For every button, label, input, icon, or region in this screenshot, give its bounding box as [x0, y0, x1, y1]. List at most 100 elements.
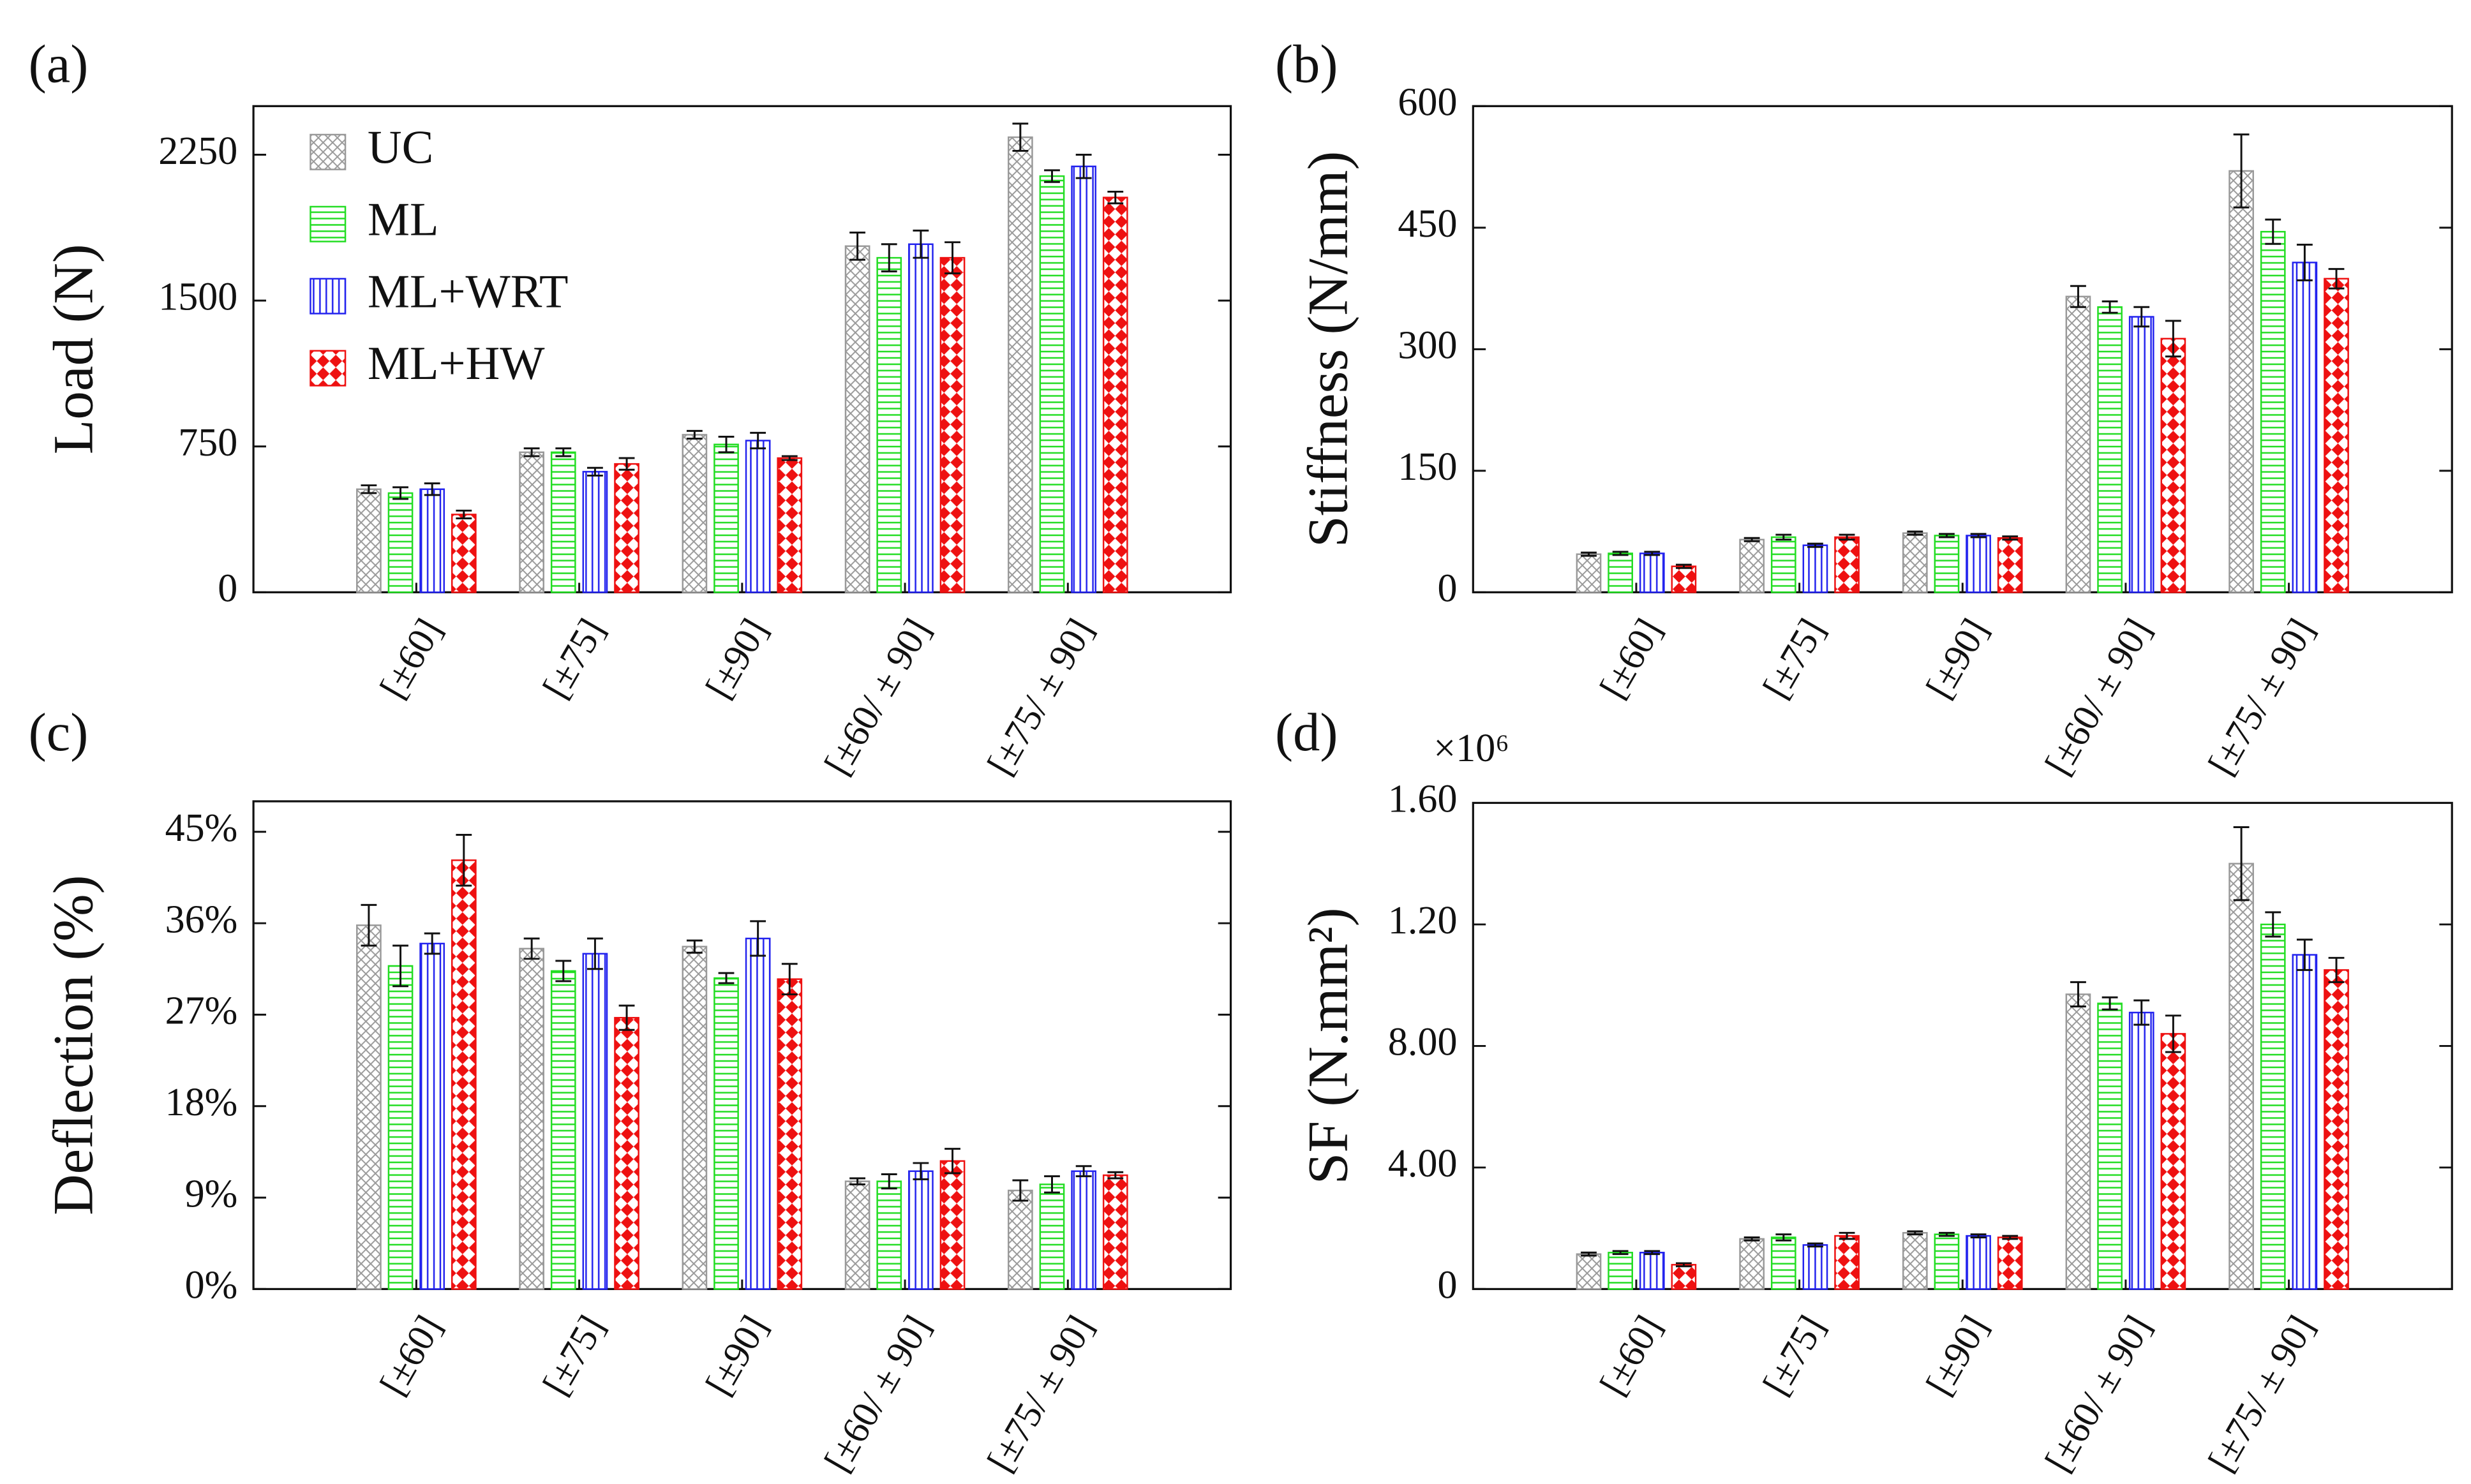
bar [1071, 1170, 1096, 1290]
error-bar [2328, 268, 2345, 290]
error-bar [1775, 533, 1792, 541]
bar [844, 1180, 870, 1290]
error-bar [1743, 537, 1760, 542]
error-bar [944, 241, 960, 274]
y-tick-label: 300 [1398, 324, 1457, 367]
bar [745, 440, 771, 593]
error-bar [1743, 1236, 1760, 1242]
bar [1007, 1189, 1033, 1290]
error-bar [424, 932, 440, 955]
error-bar [849, 231, 866, 261]
bar [1039, 1183, 1065, 1290]
bar [1671, 565, 1697, 593]
error-bar [2233, 133, 2250, 209]
y-tick-label: 0 [1437, 1264, 1457, 1307]
panel-label: (d) [1275, 703, 1338, 762]
error-bar [555, 447, 572, 457]
bar [387, 965, 414, 1290]
x-tick-label: [±60/ ± 90] [2036, 1308, 2159, 1478]
y-tick-label: 1500 [158, 275, 237, 318]
error-bar [1012, 1179, 1029, 1202]
x-tick-label: [±60] [371, 1308, 450, 1402]
bar [614, 463, 639, 593]
x-tick-label: [±60] [1592, 611, 1670, 705]
error-bar [781, 455, 798, 461]
error-bar [2002, 1235, 2019, 1240]
bar [1770, 536, 1796, 593]
bar [2324, 969, 2349, 1290]
legend-swatch [310, 205, 347, 242]
x-tick-label: [±75/ ± 90] [979, 611, 1101, 782]
y-axis-label: SF (N.mm²) [1296, 908, 1359, 1185]
bar [582, 953, 608, 1290]
bar [550, 970, 576, 1290]
panel-label: (a) [29, 35, 89, 94]
error-bar [2133, 306, 2150, 328]
error-bar [1612, 1250, 1629, 1256]
error-bar [2070, 981, 2086, 1008]
error-bar [1775, 1233, 1792, 1242]
bar [2228, 170, 2254, 593]
x-tick-label: [±90] [698, 1308, 776, 1402]
bar [1770, 1236, 1796, 1290]
panel-label: (c) [29, 703, 89, 762]
bar [777, 457, 803, 593]
bar [451, 514, 477, 593]
error-bar [686, 429, 703, 440]
error-bar [424, 482, 440, 496]
bar [1966, 1235, 1991, 1290]
bar [1834, 1235, 1860, 1290]
bar [356, 924, 382, 1290]
error-bar [2165, 320, 2181, 358]
error-bar [1839, 533, 1855, 541]
axis-multiplier: ×10⁶ [1433, 727, 1509, 770]
bar [2097, 306, 2123, 593]
bar [1997, 537, 2023, 593]
error-bar [1644, 1250, 1661, 1256]
error-bar [1012, 122, 1029, 152]
bar [1639, 1252, 1665, 1290]
x-tick-label: [±75] [1754, 1308, 1833, 1402]
error-bar [1907, 530, 1923, 536]
y-tick-label: 45% [165, 806, 238, 850]
bar [1739, 538, 1765, 593]
bar [1997, 1236, 2023, 1290]
y-tick-label: 0 [218, 567, 237, 611]
error-bar [523, 937, 540, 960]
bar [1966, 535, 1991, 593]
legend-label: ML+HW [368, 338, 545, 390]
error-bar [1807, 1242, 1823, 1248]
y-tick-label: 0 [1437, 567, 1457, 611]
bar [1934, 535, 1960, 593]
error-bar [1044, 169, 1060, 183]
error-bar [913, 1162, 929, 1180]
y-tick-label: 8.00 [1388, 1021, 1458, 1064]
bar [2128, 1011, 2154, 1290]
error-bar [587, 466, 603, 477]
x-tick-label: [±75/ ± 90] [2200, 611, 2322, 782]
error-bar [2265, 218, 2281, 245]
legend-label: ML+WRT [368, 265, 569, 318]
error-bar [1676, 563, 1692, 569]
y-axis-label: Deflection (%) [42, 875, 105, 1215]
x-tick-label: [±75] [1754, 611, 1833, 705]
bar [1007, 136, 1033, 593]
bar [2228, 863, 2254, 1290]
error-bar [750, 431, 766, 450]
bar [713, 977, 739, 1290]
bar [713, 443, 739, 593]
error-bar [1107, 1171, 1124, 1180]
bar [682, 434, 708, 593]
error-bar [944, 1148, 960, 1175]
y-tick-label: 18% [165, 1081, 238, 1124]
x-tick-label: [±75/ ± 90] [2200, 1308, 2322, 1478]
error-bar [1970, 533, 1987, 538]
error-bar [1044, 1175, 1060, 1194]
error-bar [1939, 1231, 1955, 1237]
bar [1802, 544, 1828, 593]
bar [908, 1170, 934, 1290]
bar [519, 451, 544, 593]
x-tick-label: [±60/ ± 90] [816, 611, 939, 782]
bar [2292, 262, 2318, 593]
x-tick-label: [±90] [698, 611, 776, 705]
